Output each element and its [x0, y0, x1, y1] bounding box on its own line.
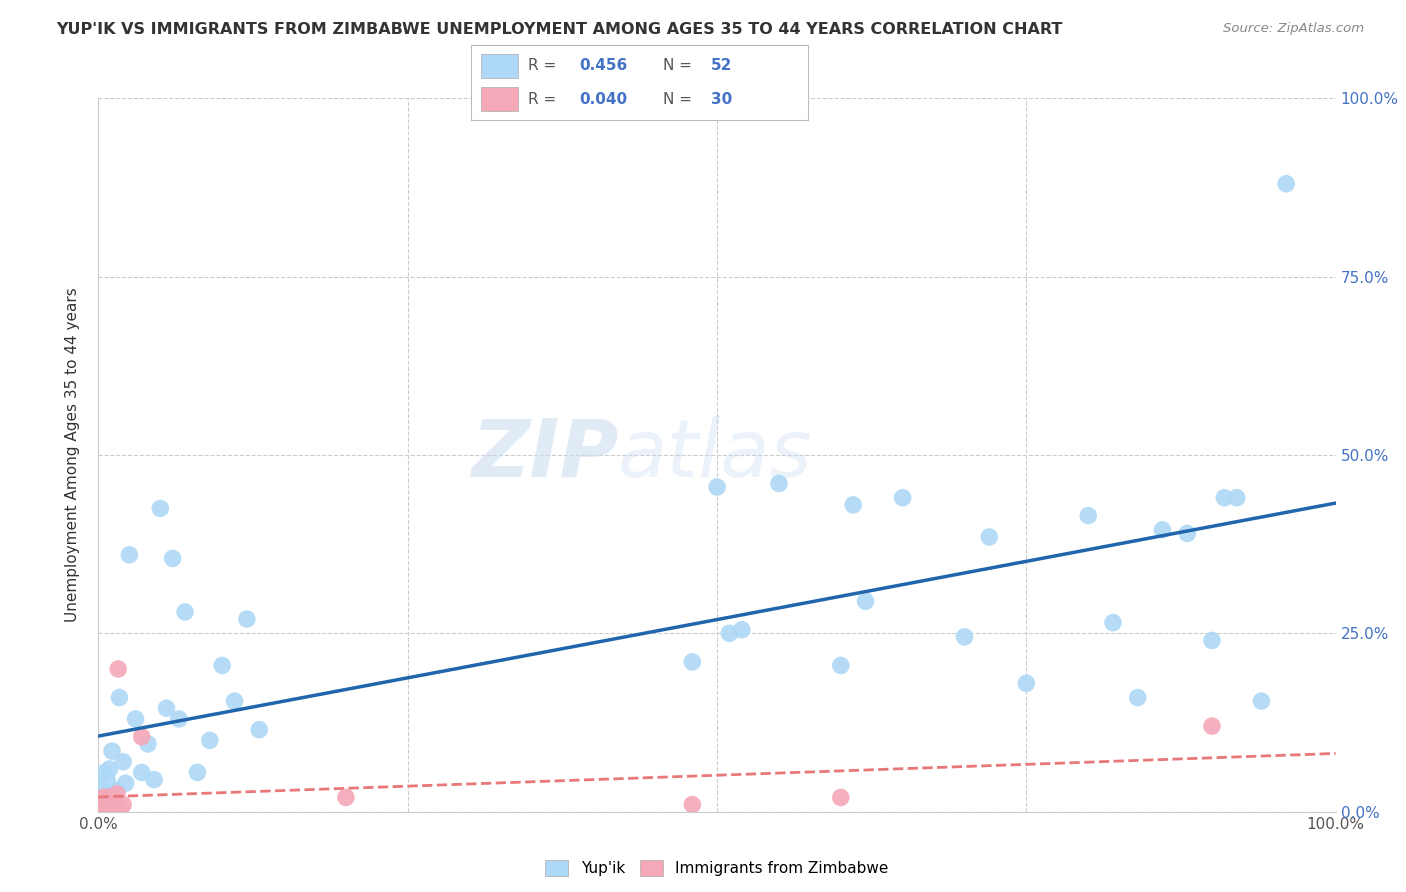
Text: ZIP: ZIP — [471, 416, 619, 494]
Point — [97, 790, 120, 805]
Point — [91, 794, 114, 808]
Point — [149, 501, 172, 516]
Point — [186, 765, 208, 780]
Point — [1077, 508, 1099, 523]
Text: N =: N = — [664, 92, 697, 107]
Point — [162, 551, 184, 566]
Text: R =: R = — [529, 58, 561, 73]
Point — [155, 701, 177, 715]
Point — [105, 787, 128, 801]
Point — [105, 783, 128, 797]
Point — [103, 794, 125, 808]
Point — [830, 790, 852, 805]
Point — [91, 801, 114, 815]
FancyBboxPatch shape — [481, 87, 519, 112]
Point — [1226, 491, 1249, 505]
Point — [335, 790, 357, 805]
Point — [93, 794, 115, 808]
Text: Source: ZipAtlas.com: Source: ZipAtlas.com — [1223, 22, 1364, 36]
Point — [94, 797, 117, 812]
Text: 0.040: 0.040 — [579, 92, 627, 107]
Point — [97, 790, 120, 805]
Point — [100, 797, 122, 812]
Text: R =: R = — [529, 92, 561, 107]
Point — [1015, 676, 1038, 690]
Point — [93, 765, 115, 780]
Point — [830, 658, 852, 673]
Point — [891, 491, 914, 505]
Point — [98, 762, 121, 776]
Legend: Yup'ik, Immigrants from Zimbabwe: Yup'ik, Immigrants from Zimbabwe — [540, 855, 894, 882]
Point — [167, 712, 190, 726]
Point — [98, 801, 121, 815]
Point — [198, 733, 221, 747]
Text: 0.456: 0.456 — [579, 58, 627, 73]
Point — [136, 737, 159, 751]
Point — [1201, 633, 1223, 648]
Text: 30: 30 — [710, 92, 733, 107]
Point — [90, 794, 112, 808]
Y-axis label: Unemployment Among Ages 35 to 44 years: Unemployment Among Ages 35 to 44 years — [65, 287, 80, 623]
Point — [96, 794, 118, 808]
Point — [97, 797, 120, 812]
Point — [1201, 719, 1223, 733]
Point — [211, 658, 233, 673]
Text: 52: 52 — [710, 58, 733, 73]
Point — [114, 776, 136, 790]
Point — [89, 801, 111, 815]
Point — [143, 772, 166, 787]
Point — [103, 797, 125, 812]
Point — [174, 605, 197, 619]
Point — [96, 801, 118, 815]
Point — [118, 548, 141, 562]
Point — [855, 594, 877, 608]
Point — [93, 801, 115, 815]
Point — [112, 797, 135, 812]
Text: atlas: atlas — [619, 416, 813, 494]
Point — [90, 797, 112, 812]
Point — [103, 801, 125, 815]
Point — [731, 623, 754, 637]
Point — [236, 612, 259, 626]
Point — [681, 655, 703, 669]
Point — [681, 797, 703, 812]
Point — [1175, 526, 1198, 541]
Point — [112, 755, 135, 769]
Point — [706, 480, 728, 494]
Point — [94, 797, 117, 812]
Point — [131, 730, 153, 744]
Point — [101, 790, 124, 805]
FancyBboxPatch shape — [481, 54, 519, 78]
Point — [100, 794, 122, 808]
Point — [1213, 491, 1236, 505]
Point — [91, 783, 114, 797]
Point — [224, 694, 246, 708]
Point — [979, 530, 1001, 544]
Point — [103, 787, 125, 801]
Point — [96, 772, 118, 787]
Point — [1275, 177, 1298, 191]
Point — [247, 723, 270, 737]
Point — [93, 797, 115, 812]
Point — [107, 662, 129, 676]
Point — [842, 498, 865, 512]
Point — [93, 790, 115, 805]
Point — [953, 630, 976, 644]
Point — [110, 801, 132, 815]
Point — [108, 690, 131, 705]
Point — [101, 744, 124, 758]
Point — [1126, 690, 1149, 705]
Text: YUP'IK VS IMMIGRANTS FROM ZIMBABWE UNEMPLOYMENT AMONG AGES 35 TO 44 YEARS CORREL: YUP'IK VS IMMIGRANTS FROM ZIMBABWE UNEMP… — [56, 22, 1063, 37]
Point — [1152, 523, 1174, 537]
Point — [124, 712, 146, 726]
Point — [718, 626, 741, 640]
Point — [1102, 615, 1125, 630]
Point — [131, 765, 153, 780]
Text: N =: N = — [664, 58, 697, 73]
Point — [768, 476, 790, 491]
Point — [94, 790, 117, 805]
Point — [100, 796, 122, 810]
Point — [1250, 694, 1272, 708]
